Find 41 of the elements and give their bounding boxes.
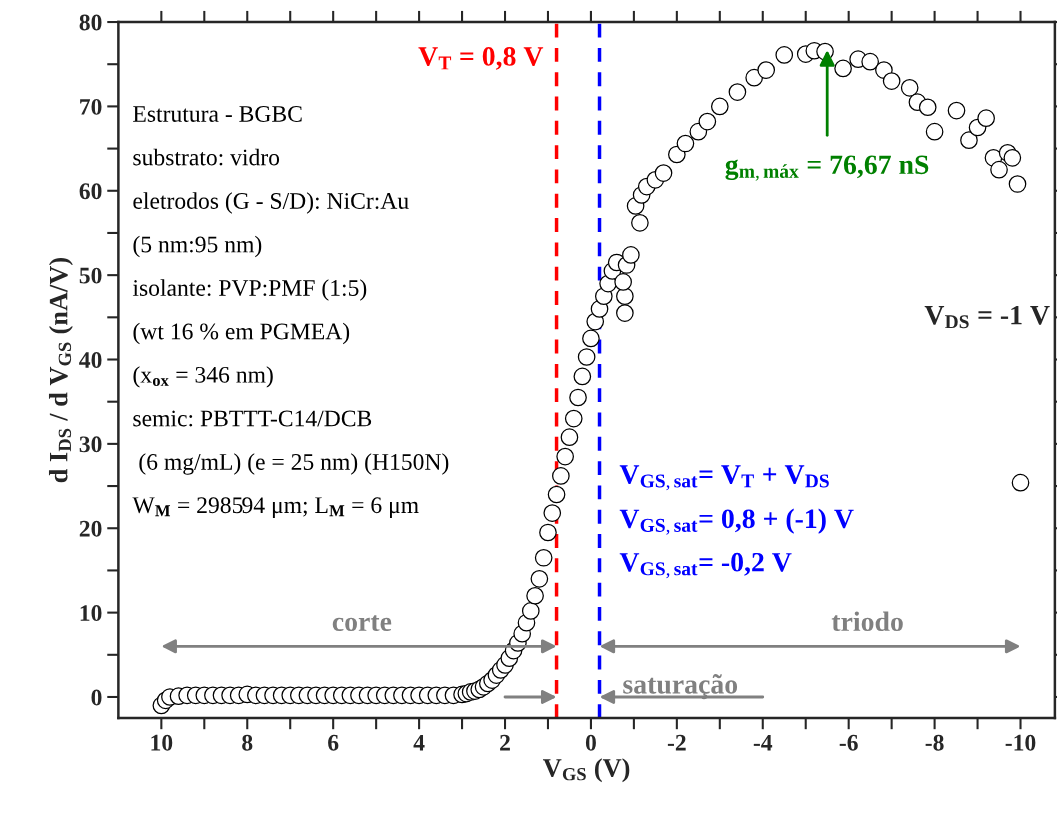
y-tick-label: 0 bbox=[91, 689, 102, 706]
annotation: semic: PBTTT-C14/DCB bbox=[133, 410, 372, 427]
x-tick-label: 8 bbox=[242, 734, 253, 751]
annotation: Estrutura - BGBC bbox=[133, 106, 302, 122]
y-tick-label: 80 bbox=[79, 14, 102, 31]
annotation: eletrodos (G - S/D): NiCr:Au bbox=[133, 192, 409, 214]
annotation: triodo bbox=[831, 611, 903, 632]
y-tick-label: 60 bbox=[79, 183, 102, 200]
annotation: g$_{m,máx}$ = 76,67 nS bbox=[725, 155, 929, 181]
y-tick-label: 10 bbox=[80, 605, 102, 622]
x-tick-label: -10 bbox=[1005, 734, 1036, 751]
annotation: V$_{GS,sat}$= V$_{T}$ + V$_{DS}$ bbox=[619, 465, 829, 491]
y-tick-label: 20 bbox=[79, 520, 102, 537]
annotation: (5 nm:95 nm) bbox=[133, 235, 262, 258]
x-tick-label: 0 bbox=[585, 734, 596, 751]
y-tick-label: 30 bbox=[79, 436, 102, 453]
annotation: saturação bbox=[623, 674, 738, 700]
x-tick-label: -4 bbox=[753, 734, 773, 751]
y-axis-title: d I$_{DS}$ / d V$_{GS}$ (nA/V) bbox=[48, 257, 73, 483]
y-tick-label: 70 bbox=[80, 98, 102, 115]
annotation: (x$_{ox}$ = 346 nm) bbox=[133, 366, 273, 388]
y-tick-label: 50 bbox=[79, 267, 102, 284]
annotation: V$_{GS,sat}$= 0,8 + (-1) V bbox=[619, 508, 854, 535]
x-tick-label: -6 bbox=[839, 734, 858, 751]
ref-line-label: V$_{T}$ = 0,8 V bbox=[418, 47, 544, 70]
y-tick-label: 40 bbox=[79, 352, 102, 368]
x-axis-title: V$_{GS}$ (V) bbox=[542, 758, 630, 783]
x-tick-label: -2 bbox=[667, 734, 686, 751]
annotation: (wt 16 % em PGMEA) bbox=[133, 322, 350, 345]
annotation: V$_{DS}$ = -1 V bbox=[924, 305, 1050, 329]
annotation: isolante: PVP:PMF (1:5) bbox=[132, 279, 367, 301]
annotation: (6 mg/mL) (e = 25 nm) (H150N) bbox=[139, 453, 449, 475]
x-tick-label: 4 bbox=[413, 734, 425, 751]
annotation: W$_{M}$ = 298594 μm; L$_{M}$ = 6 μm bbox=[132, 497, 419, 518]
x-tick-label: -8 bbox=[925, 734, 944, 751]
x-tick-label: 10 bbox=[151, 734, 173, 751]
annotation: V$_{GS,sat}$= -0,2 V bbox=[619, 552, 792, 579]
x-tick-label: 6 bbox=[328, 734, 339, 751]
x-tick-label: 2 bbox=[500, 734, 510, 751]
annotation: corte bbox=[332, 615, 392, 632]
annotation: substrato: vidro bbox=[133, 148, 280, 166]
